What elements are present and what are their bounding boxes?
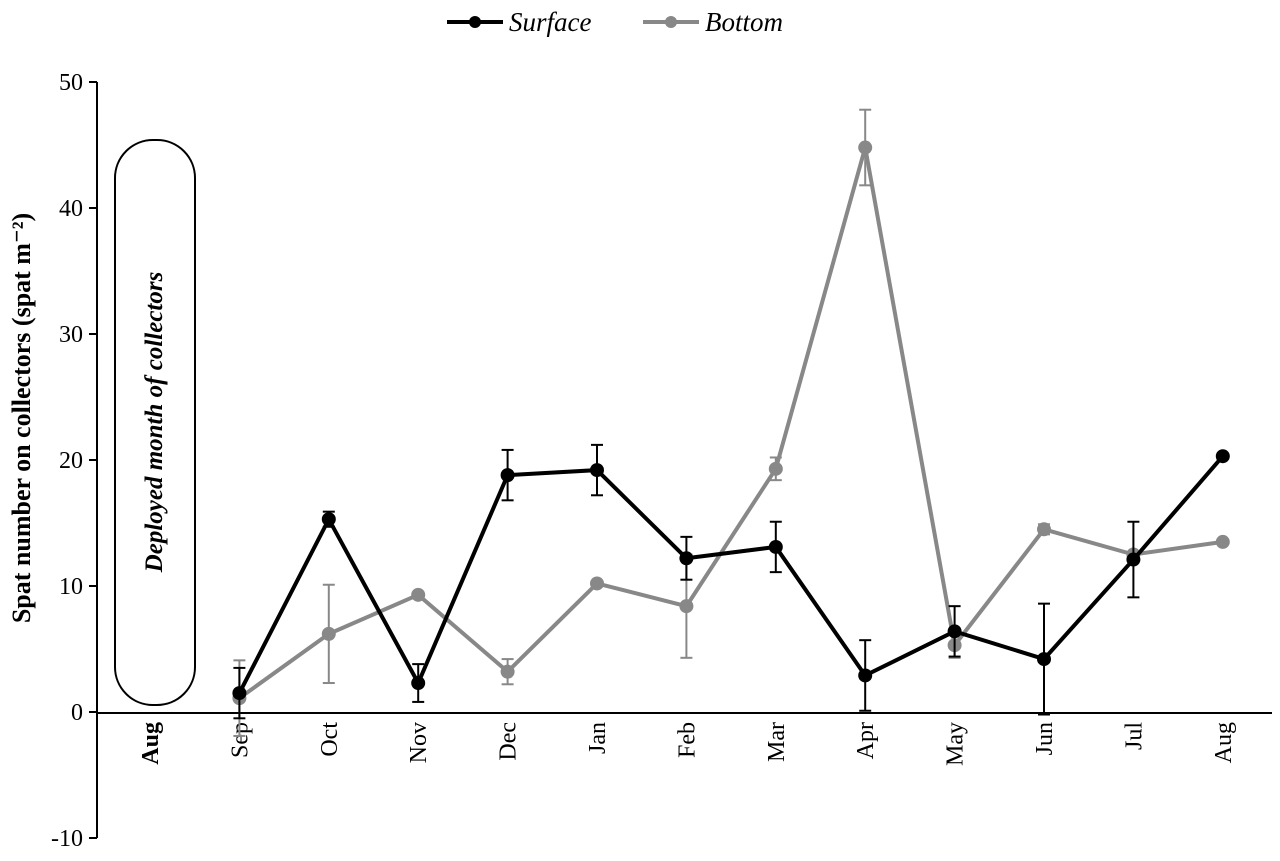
x-tick-label: Jul xyxy=(1121,722,1147,750)
data-point xyxy=(1126,552,1141,567)
series-line xyxy=(238,146,1224,700)
data-point xyxy=(411,587,426,602)
data-point xyxy=(679,551,694,566)
data-point xyxy=(679,599,694,614)
data-point xyxy=(232,686,247,701)
deployment-note: Deployed month of collectors xyxy=(114,139,196,706)
data-point xyxy=(1215,449,1230,464)
deployment-note-text: Deployed month of collectors xyxy=(141,272,168,574)
data-point xyxy=(768,539,783,554)
series-surface xyxy=(232,443,1230,720)
data-point xyxy=(500,468,515,483)
x-tick-label: Jan xyxy=(585,722,611,754)
data-point xyxy=(858,668,873,683)
x-tick-label: Mar xyxy=(764,722,790,762)
y-tick-label: 50 xyxy=(59,70,83,96)
x-tick-label: Aug xyxy=(138,722,164,765)
y-tick-label: 20 xyxy=(59,448,83,474)
legend-surface-label: Surface xyxy=(509,7,591,37)
x-tick-label: Feb xyxy=(674,722,700,758)
data-point xyxy=(1037,652,1051,667)
data-point xyxy=(590,576,604,591)
data-point xyxy=(500,664,515,679)
x-tick-label: Aug xyxy=(1211,722,1237,763)
data-point xyxy=(321,626,336,641)
series-line xyxy=(237,454,1225,695)
y-axis-title: Spat number on collectors (spat m⁻²) xyxy=(7,213,36,623)
x-tick-label: Nov xyxy=(406,722,432,763)
y-tick-label: 0 xyxy=(71,700,83,726)
data-point xyxy=(1215,534,1230,549)
x-tick-label: Jun xyxy=(1032,722,1058,755)
x-tick-label: Oct xyxy=(317,722,343,757)
legend-surface-marker xyxy=(469,16,481,28)
data-point xyxy=(590,463,604,478)
y-tick-label: 10 xyxy=(59,574,83,600)
data-point xyxy=(321,512,336,527)
series-layer xyxy=(232,108,1230,737)
y-tick-label: 30 xyxy=(59,322,83,348)
y-tick-label: -10 xyxy=(51,826,83,852)
x-tick-label: Dec xyxy=(496,722,522,761)
data-point xyxy=(858,140,873,155)
data-point xyxy=(768,461,783,476)
data-point xyxy=(1037,522,1051,537)
x-tick-labels: Aug Sep Oct Nov Dec Jan Feb Mar Apr May Jun Jul Aug xyxy=(138,722,1237,766)
deployment-note-box xyxy=(114,139,196,706)
legend: Surface Bottom xyxy=(447,7,783,37)
x-tick-label: Apr xyxy=(853,722,879,759)
data-point xyxy=(411,676,426,691)
data-point xyxy=(947,624,962,639)
series-bottom xyxy=(232,108,1230,737)
x-tick-label: May xyxy=(943,722,969,766)
legend-bottom-marker xyxy=(665,16,677,28)
y-tick-label: 40 xyxy=(59,196,83,222)
y-ticks: -10 0 10 20 30 40 50 xyxy=(51,70,97,852)
legend-bottom-label: Bottom xyxy=(705,7,783,37)
